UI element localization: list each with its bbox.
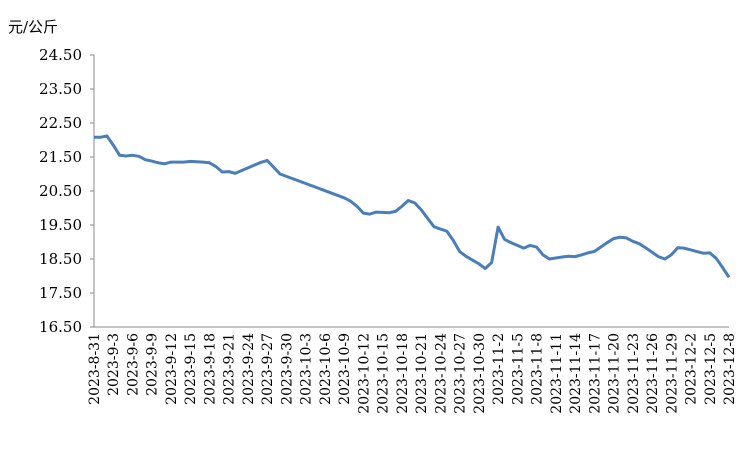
x-tick-label: 2023-12-8: [722, 333, 738, 405]
x-tick-label: 2023-9-9: [145, 333, 161, 396]
y-tick-label: 19.50: [39, 216, 82, 234]
x-tick-label: 2023-9-24: [241, 333, 257, 405]
y-axis-label: 元/公斤: [8, 18, 58, 36]
x-tick-label: 2023-9-27: [260, 333, 276, 405]
x-tick-label: 2023-9-15: [183, 333, 199, 405]
y-tick-label: 22.50: [39, 114, 82, 132]
x-tick-label: 2023-11-29: [664, 333, 680, 414]
x-tick-label: 2023-8-31: [87, 333, 103, 405]
x-tick-label: 2023-11-5: [510, 333, 526, 405]
x-tick-label: 2023-10-30: [472, 333, 488, 414]
x-tick-label: 2023-12-5: [703, 333, 719, 405]
x-tick-label: 2023-10-12: [356, 333, 372, 414]
x-tick-label: 2023-11-14: [568, 333, 584, 414]
x-tick-label: 2023-10-6: [318, 333, 334, 405]
x-tick-label: 2023-9-18: [202, 333, 218, 405]
x-tick-label: 2023-11-17: [587, 333, 603, 414]
x-tick-label: 2023-9-6: [125, 333, 141, 396]
y-tick-label: 21.50: [39, 148, 82, 166]
x-tick-label: 2023-10-24: [433, 333, 449, 414]
x-tick-label: 2023-9-12: [164, 333, 180, 405]
x-tick-label: 2023-9-21: [222, 333, 238, 405]
x-tick-label: 2023-10-21: [414, 333, 430, 414]
x-tick-label: 2023-10-18: [395, 333, 411, 414]
y-tick-label: 17.50: [39, 284, 82, 302]
x-tick-label: 2023-10-9: [337, 333, 353, 405]
x-tick-label: 2023-12-2: [684, 333, 700, 405]
line: [94, 134, 731, 279]
x-tick-label: 2023-11-8: [530, 333, 546, 405]
x-tick-label: 2023-10-15: [376, 333, 392, 414]
x-tick-label: 2023-11-23: [626, 333, 642, 414]
x-tick-label: 2023-9-30: [279, 333, 295, 405]
x-tick-label: 2023-10-27: [453, 333, 469, 414]
x-tick-label: 2023-11-26: [645, 333, 661, 414]
y-tick-label: 24.50: [39, 46, 82, 64]
y-tick-label: 23.50: [39, 80, 82, 98]
y-tick-label: 20.50: [39, 182, 82, 200]
y-tick-label: 16.50: [39, 318, 82, 336]
x-tick-label: 2023-11-20: [607, 333, 623, 414]
y-tick-label: 18.50: [39, 250, 82, 268]
x-tick-label: 2023-11-2: [491, 333, 507, 405]
x-tick-label: 2023-11-11: [549, 333, 565, 414]
x-tick-label: 2023-10-3: [299, 333, 315, 405]
x-tick-label: 2023-9-3: [106, 333, 122, 396]
